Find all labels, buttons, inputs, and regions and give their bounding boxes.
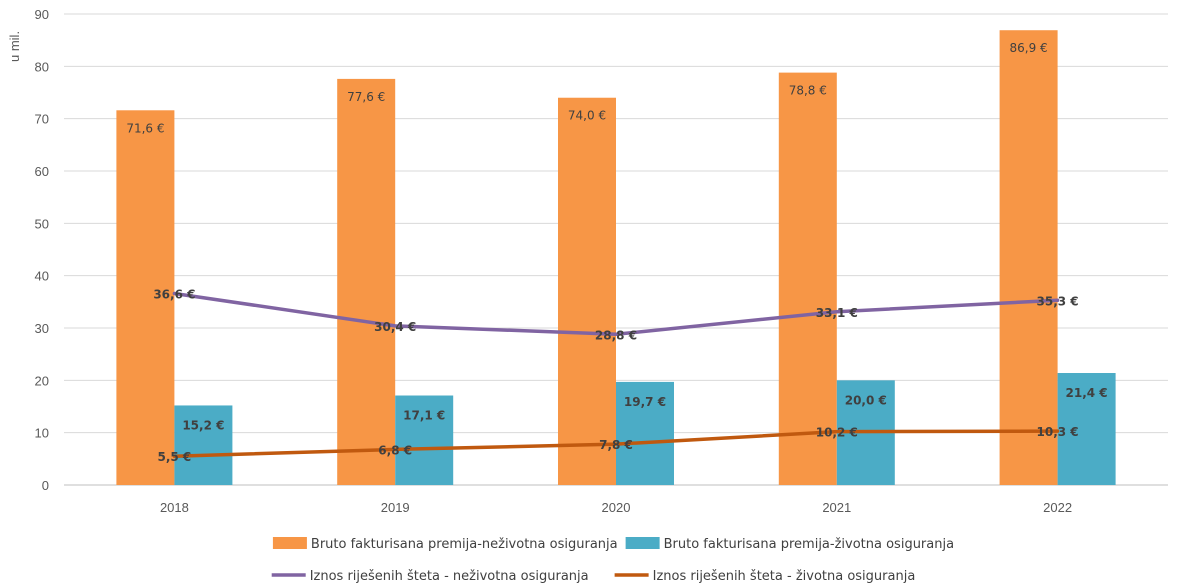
bars [116,30,1116,486]
x-tick-label: 2019 [381,500,410,515]
bar-data-label: 19,7 € [624,395,666,409]
series-line [172,429,1060,458]
line-data-label: 35,3 € [1037,294,1079,308]
line-data-label: 10,3 € [1037,425,1079,439]
line-data-label: 5,5 € [158,450,192,464]
y-tick-label: 20 [35,373,49,388]
legend-label: Iznos riješenih šteta - životna osiguran… [653,569,916,584]
legend-label: Bruto fakturisana premija-životna osigur… [664,537,954,552]
series-line [172,291,1060,337]
y-tick-label: 90 [35,7,49,22]
line-data-label: 10,2 € [816,426,858,440]
bar-data-label: 77,6 € [347,90,385,104]
bar [116,110,175,485]
line-data-label: 36,6 € [153,287,195,301]
bar-data-label: 15,2 € [182,418,224,432]
y-axis-ticks: 0 10 20 30 40 50 60 70 80 90 [35,7,49,493]
bar [558,97,616,485]
y-tick-label: 10 [35,426,49,441]
bar-data-label: 17,1 € [403,409,445,423]
y-tick-label: 70 [35,112,49,127]
legend-label: Iznos riješenih šteta - neživotna osigur… [310,569,589,584]
x-tick-label: 2020 [602,500,631,515]
x-axis-ticks: 2018 2019 2020 2021 2022 [160,500,1072,515]
bar-data-label: 86,9 € [1010,41,1048,55]
legend-swatch [272,537,307,549]
y-axis-unit-label: u mil. [7,31,22,62]
line-data-label: 6,8 € [378,443,412,457]
line-data-label: 30,4 € [374,320,416,334]
bar [337,78,396,485]
y-tick-label: 50 [35,216,49,231]
line-data-label: 33,1 € [816,306,858,320]
legend-label: Bruto fakturisana premija-neživotna osig… [311,537,618,552]
bar-data-label: 78,8 € [789,84,827,98]
bar [616,381,674,485]
bar-data-label: 20,0 € [845,393,887,407]
line-data-label: 28,8 € [595,328,637,342]
data-labels: 71,6 € 77,6 € 74,0 € 78,8 € 86,9 € 15,2 € 17,1… [126,41,1107,464]
y-tick-label: 40 [35,269,49,284]
x-tick-label: 2022 [1043,500,1072,515]
bar [778,72,837,485]
y-tick-label: 30 [35,321,49,336]
bar-data-label: 21,4 € [1066,386,1108,400]
legend: Bruto fakturisana premija-neživotna osig… [271,537,954,584]
bar [1057,373,1116,485]
line-data-label: 7,8 € [599,438,633,452]
legend-swatch [625,537,660,549]
bar-data-label: 71,6 € [126,121,164,135]
x-tick-label: 2021 [822,500,851,515]
x-tick-label: 2018 [160,500,189,515]
bar [395,395,454,485]
bar [174,405,233,485]
y-tick-label: 60 [35,164,49,179]
bar [999,30,1058,486]
bar-data-label: 74,0 € [568,109,606,123]
lines [172,291,1060,458]
y-tick-label: 0 [42,478,49,493]
y-tick-label: 80 [35,59,49,74]
